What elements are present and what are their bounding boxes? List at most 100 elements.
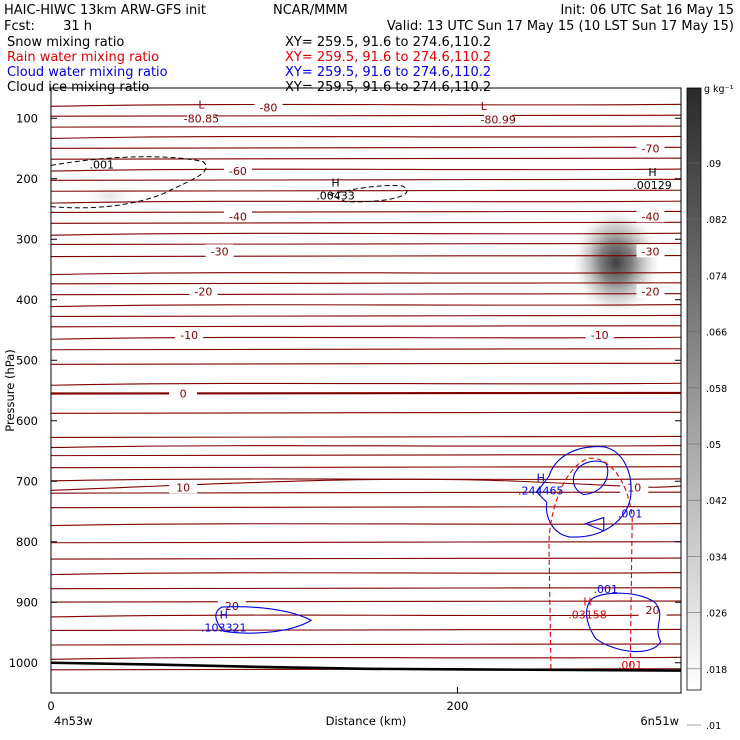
y-axis-label: Pressure (hPa): [3, 349, 17, 432]
org-label: NCAR/MMM: [273, 3, 348, 18]
field-legend: Snow mixing ratio XY= 259.5, 91.6 to 274.…: [7, 35, 491, 95]
y-tick-label: 600: [16, 414, 38, 428]
low-marker: L: [198, 99, 205, 112]
label-backdrop: [620, 480, 649, 494]
isotherm-line: [51, 643, 681, 646]
colorbar-tick-label: .074: [706, 271, 727, 282]
terrain-surface: [51, 661, 681, 672]
x-tick-label: 0: [47, 699, 54, 713]
label-backdrop: [254, 100, 283, 114]
colorbar-tick-label: .034: [706, 552, 727, 563]
ice-contours: [51, 156, 408, 209]
plot-frame: [50, 87, 682, 694]
isotherm-line: [51, 325, 681, 328]
isotherm-line: [51, 445, 681, 449]
colorbar-tick-label: .042: [706, 496, 727, 507]
isotherm-label: -20: [642, 285, 660, 298]
isotherm-label: 10: [176, 481, 190, 494]
label-backdrop: [169, 480, 198, 494]
y-tick-label: 200: [16, 172, 38, 186]
chart-title: HAIC-HIWC 13km ARW-GFS init: [4, 3, 206, 18]
temperature-labels: -80 -80.85 -80.99 -70 -60 -40 -40 -30 -30 -20 -20 -…: [169, 100, 667, 617]
field-xy: XY= 259.5, 91.6 to 274.6,110.2: [285, 65, 491, 80]
isotherm-line: [51, 523, 681, 527]
isotherm-line: [51, 541, 681, 544]
x-tick-label: 200: [446, 699, 468, 713]
x-left-endpoint: 4n53w: [54, 714, 93, 728]
isotherm-line: [51, 221, 681, 224]
cloud-water-contours: [215, 446, 662, 653]
high-letter: H: [648, 166, 656, 179]
isotherm-line: [51, 348, 681, 351]
contour-value-label: .001: [618, 659, 643, 672]
isotherm-label: 0: [180, 388, 187, 401]
isotherm-line: [51, 255, 681, 258]
field-name: Rain water mixing ratio: [7, 50, 159, 65]
colorbar-tick-label: .066: [706, 328, 727, 339]
contour-value-label: .001: [90, 158, 115, 171]
zero-isotherm: [51, 391, 681, 395]
label-backdrop: [636, 209, 665, 223]
label-backdrop: [585, 327, 614, 341]
isotherm-line: [51, 114, 681, 117]
label-backdrop: [223, 163, 252, 177]
isotherm-line: [51, 103, 681, 107]
label-backdrop: [175, 327, 204, 341]
y-tick-label: 700: [16, 474, 38, 488]
isotherm-label: -30: [642, 245, 660, 258]
isotherm-label: -80.85: [184, 112, 219, 125]
high-letter: H: [537, 471, 545, 484]
isotherm-line: [51, 587, 681, 590]
y-tick-label: 900: [16, 595, 38, 609]
isotherm-line: [51, 178, 681, 181]
fcst-value: 31 h: [63, 19, 92, 34]
isotherm-line: [51, 628, 681, 632]
isotherm-label: -40: [642, 210, 660, 223]
isotherm-line: [51, 411, 681, 414]
isotherm-line: [51, 189, 681, 192]
y-tick-label: 1000: [9, 656, 38, 670]
isotherm-line: [51, 282, 681, 285]
isotherm-line: [51, 271, 681, 276]
init-time: Init: 06 UTC Sat 16 May 15: [560, 3, 734, 18]
high-letter: H: [583, 595, 591, 608]
high-value: .103321: [201, 622, 247, 635]
high-marker: H.00433: [316, 177, 355, 203]
cloud-water-contour: [215, 606, 313, 634]
isotherm-label: -80.99: [480, 113, 515, 126]
y-tick-label: 800: [16, 535, 38, 549]
isotherm-line: [51, 491, 681, 494]
isotherm-line: [51, 478, 681, 491]
cloud-water-contour: [583, 516, 605, 532]
y-tick-label: 100: [16, 111, 38, 125]
colorbar-unit: g kg⁻¹: [704, 84, 734, 95]
colorbar-tick-label: .058: [706, 384, 727, 395]
x-axis-label: Distance (km): [326, 714, 407, 728]
colorbar-tick-label: .018: [706, 665, 727, 676]
isotherm-line: [51, 146, 681, 149]
isotherm-line: [51, 157, 681, 160]
plot-area: [80, 182, 662, 318]
label-backdrop: [189, 284, 218, 298]
rain-water-contours: [548, 457, 633, 669]
isotherm-label: 10: [627, 481, 641, 494]
y-tick-label: 400: [16, 293, 38, 307]
isotherm-line: [51, 293, 681, 296]
isotherm-line: [51, 242, 681, 246]
isotherm-line: [51, 557, 681, 560]
isotherm-line: [51, 168, 681, 172]
x-right-endpoint: 6n51w: [640, 714, 679, 728]
cloud-water-contour: [572, 460, 609, 496]
label-backdrop: [217, 598, 246, 612]
isotherm-label: -20: [194, 285, 212, 298]
isotherm-label: -60: [229, 165, 247, 178]
colorbar-tick-label: .05: [706, 440, 721, 451]
isotherm-line: [51, 362, 681, 365]
isotherm-line: [51, 600, 681, 603]
temperature-isotherms: [51, 103, 681, 671]
high-marker: H.03158: [568, 595, 607, 621]
fcst-label: Fcst:: [4, 19, 35, 34]
high-marker: H.244465: [518, 471, 564, 497]
